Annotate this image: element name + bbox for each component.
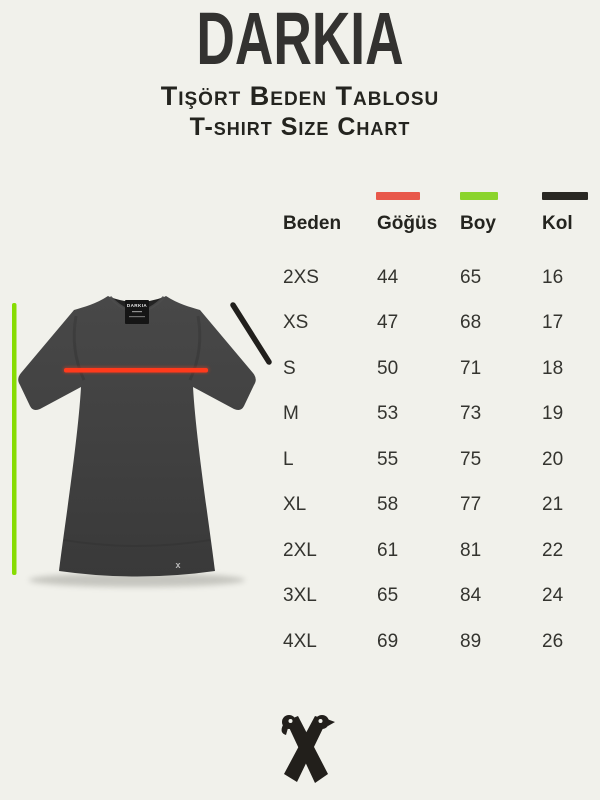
- legend-chips: [283, 192, 593, 200]
- shirt-fold: [72, 315, 86, 381]
- table-row: M 53 73 19: [283, 392, 600, 438]
- chest-cell: 47: [377, 312, 399, 334]
- chest-cell: 55: [377, 448, 399, 470]
- size-cell: 4XL: [283, 630, 317, 652]
- column-header-sleeve: Kol: [542, 213, 573, 234]
- table-row: L 55 75 20: [283, 437, 600, 483]
- table-row: 2XS 44 65 16: [283, 255, 600, 301]
- size-cell: XL: [283, 494, 307, 516]
- sleeve-cell: 20: [542, 448, 564, 470]
- sleeve-cell: 19: [542, 403, 564, 425]
- tshirt-photo: DARKIA x: [0, 280, 280, 600]
- table-row: 4XL 69 89 26: [283, 619, 600, 665]
- size-cell: XS: [283, 312, 309, 334]
- sleeve-cell: 16: [542, 266, 564, 288]
- chest-cell: 58: [377, 494, 399, 516]
- size-cell: M: [283, 403, 299, 425]
- size-cell: L: [283, 448, 294, 470]
- page-title-turkish: Tişört Beden Tablosu: [160, 81, 440, 111]
- column-header-chest: Göğüs: [377, 213, 438, 234]
- chest-cell: 50: [377, 357, 399, 379]
- sleeve-cell: 22: [542, 539, 564, 561]
- table-row: XS 47 68 17: [283, 301, 600, 347]
- length-cell: 84: [460, 585, 482, 607]
- shirt-shadow: [29, 573, 245, 587]
- chest-cell: 61: [377, 539, 399, 561]
- shirt-fold: [63, 539, 211, 547]
- size-cell: S: [283, 357, 296, 379]
- length-cell: 73: [460, 403, 482, 425]
- chest-measure-line: [64, 368, 208, 373]
- length-cell: 89: [460, 630, 482, 652]
- tshirt-graphic: DARKIA x: [12, 295, 272, 587]
- length-color-chip: [460, 192, 498, 200]
- darkia-x-logo: [277, 712, 335, 784]
- sleeve-color-chip: [542, 192, 588, 200]
- neck-label-text: DARKIA: [127, 303, 148, 308]
- shirt-body: [18, 296, 256, 577]
- length-measure-line: [12, 303, 17, 575]
- length-cell: 75: [460, 448, 482, 470]
- crossed-scythes-icon: [281, 715, 335, 783]
- column-header-size: Beden: [283, 213, 342, 234]
- length-cell: 71: [460, 357, 482, 379]
- size-cell: 3XL: [283, 585, 317, 607]
- sleeve-cell: 26: [542, 630, 564, 652]
- sleeve-cell: 18: [542, 357, 564, 379]
- size-table: 2XS 44 65 16 XS 47 68 17 S 50 71 18 M 53…: [283, 255, 600, 665]
- sleeve-cell: 21: [542, 494, 564, 516]
- table-row: S 50 71 18: [283, 346, 600, 392]
- chest-cell: 65: [377, 585, 399, 607]
- sleeve-measure-line: [230, 302, 272, 365]
- chest-cell: 53: [377, 403, 399, 425]
- hem-x-logo: x: [175, 560, 180, 570]
- sleeve-cell: 17: [542, 312, 564, 334]
- size-table-header: Beden Göğüs Boy Kol: [283, 213, 600, 235]
- chest-color-chip: [376, 192, 420, 200]
- table-row: XL 58 77 21: [283, 483, 600, 529]
- chest-cell: 69: [377, 630, 399, 652]
- length-cell: 77: [460, 494, 482, 516]
- page-title-english: T-shirt Size Chart: [189, 113, 411, 141]
- brand-logo: DARKIA: [196, 0, 404, 80]
- chest-cell: 44: [377, 266, 399, 288]
- column-header-length: Boy: [460, 213, 496, 234]
- size-cell: 2XS: [283, 266, 319, 288]
- length-cell: 81: [460, 539, 482, 561]
- neck-label: DARKIA: [125, 300, 149, 324]
- length-cell: 68: [460, 312, 482, 334]
- shirt-fold: [188, 315, 202, 381]
- length-cell: 65: [460, 266, 482, 288]
- table-row: 3XL 65 84 24: [283, 574, 600, 620]
- size-cell: 2XL: [283, 539, 317, 561]
- table-row: 2XL 61 81 22: [283, 528, 600, 574]
- sleeve-cell: 24: [542, 585, 564, 607]
